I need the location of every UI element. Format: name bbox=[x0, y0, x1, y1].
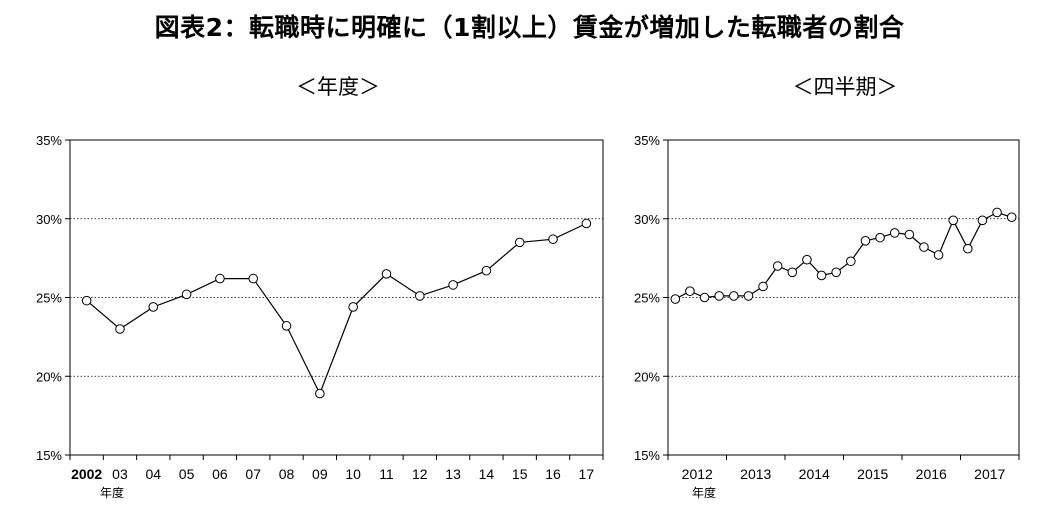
annual-data-point bbox=[381, 269, 392, 279]
annual-y-tick-label: 30% bbox=[36, 212, 62, 227]
quarterly-data-point bbox=[977, 215, 988, 226]
quarterly-x-tick-label: 2014 bbox=[799, 466, 830, 482]
quarterly-y-tick-label: 15% bbox=[634, 448, 660, 463]
annual-x-tick-label: 15 bbox=[512, 466, 528, 482]
annual-chart-subtitle: ＜年度＞ bbox=[296, 75, 380, 99]
annual-data-point bbox=[81, 295, 92, 306]
annual-data-point bbox=[281, 321, 292, 331]
quarterly-data-point bbox=[948, 215, 958, 226]
annual-x-tick-label: 06 bbox=[212, 466, 228, 482]
quarterly-data-point bbox=[904, 229, 915, 240]
quarterly-data-point bbox=[860, 236, 871, 246]
quarterly-data-point bbox=[875, 232, 885, 243]
annual-data-point bbox=[148, 302, 159, 312]
annual-data-point bbox=[181, 289, 192, 300]
quarterly-x-tick-label: 2015 bbox=[857, 466, 888, 482]
quarterly-data-point bbox=[743, 291, 754, 301]
annual-series-line bbox=[86, 222, 587, 396]
annual-x-tick-label: 16 bbox=[545, 466, 561, 482]
quarterly-data-point bbox=[714, 291, 724, 301]
quarterly-x-tick-label: 2017 bbox=[974, 466, 1005, 482]
chart-title: 図表2：転職時に明確に（1割以上）賃金が増加した転職者の割合 bbox=[154, 13, 905, 42]
quarterly-x-tick-label: 2013 bbox=[740, 466, 771, 482]
annual-x-tick-label: 14 bbox=[479, 466, 495, 482]
annual-x-tick-label: 13 bbox=[445, 466, 461, 482]
quarterly-data-point bbox=[889, 228, 900, 238]
annual-x-unit-label: 年度 bbox=[100, 485, 124, 500]
quarterly-y-tick-label: 30% bbox=[634, 212, 660, 227]
annual-data-point bbox=[481, 265, 492, 276]
annual-data-point bbox=[115, 324, 125, 334]
quarterly-x-unit-label: 年度 bbox=[692, 485, 716, 500]
annual-x-tick-label: 11 bbox=[379, 466, 394, 482]
quarterly-data-point bbox=[699, 292, 710, 303]
quarterly-data-point bbox=[846, 256, 856, 267]
annual-x-tick-label: 05 bbox=[179, 466, 195, 482]
annual-x-tick-label: 09 bbox=[312, 466, 328, 482]
quarterly-data-point bbox=[758, 281, 768, 292]
quarterly-x-tick-label: 2012 bbox=[682, 466, 713, 482]
quarterly-data-point bbox=[816, 270, 827, 281]
quarterly-data-point bbox=[831, 267, 841, 278]
quarterly-data-point bbox=[729, 291, 739, 301]
annual-x-tick-label: 08 bbox=[279, 466, 295, 482]
quarterly-series-line bbox=[675, 211, 1012, 300]
annual-data-point bbox=[248, 273, 259, 284]
quarterly-data-point bbox=[919, 242, 929, 252]
annual-x-tick-label: 17 bbox=[579, 466, 595, 482]
annual-y-tick-label: 35% bbox=[36, 133, 62, 148]
annual-x-tick-label: 03 bbox=[112, 466, 128, 482]
quarterly-data-point bbox=[772, 261, 783, 271]
quarterly-data-point bbox=[670, 294, 681, 304]
annual-y-tick-label: 25% bbox=[36, 291, 62, 306]
annual-y-tick-label: 20% bbox=[36, 369, 62, 384]
quarterly-y-tick-label: 35% bbox=[634, 133, 660, 148]
annual-data-point bbox=[348, 302, 358, 312]
annual-y-tick-label: 15% bbox=[36, 448, 62, 463]
quarterly-x-tick-label: 2016 bbox=[916, 466, 947, 482]
annual-data-point bbox=[315, 388, 325, 399]
annual-x-tick-label: 07 bbox=[245, 466, 261, 482]
quarterly-y-tick-label: 25% bbox=[634, 291, 660, 306]
quarterly-data-point bbox=[685, 286, 695, 297]
quarterly-chart-subtitle: ＜四半期＞ bbox=[793, 75, 898, 99]
quarterly-data-point bbox=[963, 243, 973, 254]
annual-data-point bbox=[514, 237, 525, 248]
quarterly-data-point bbox=[787, 267, 798, 278]
quarterly-data-point bbox=[992, 207, 1002, 218]
quarterly-data-point bbox=[1006, 212, 1017, 222]
annual-data-point bbox=[215, 273, 225, 284]
quarterly-y-tick-label: 20% bbox=[634, 369, 660, 384]
annual-data-point bbox=[448, 280, 458, 290]
annual-x-tick-label: 2002 bbox=[71, 466, 102, 482]
annual-x-tick-label: 10 bbox=[345, 466, 361, 482]
quarterly-data-point bbox=[933, 250, 944, 260]
annual-x-tick-label: 04 bbox=[145, 466, 161, 482]
annual-x-tick-label: 12 bbox=[412, 466, 428, 482]
quarterly-data-point bbox=[802, 254, 812, 265]
annual-data-point bbox=[414, 291, 425, 301]
annual-data-point bbox=[548, 234, 558, 245]
annual-data-point bbox=[581, 218, 592, 229]
